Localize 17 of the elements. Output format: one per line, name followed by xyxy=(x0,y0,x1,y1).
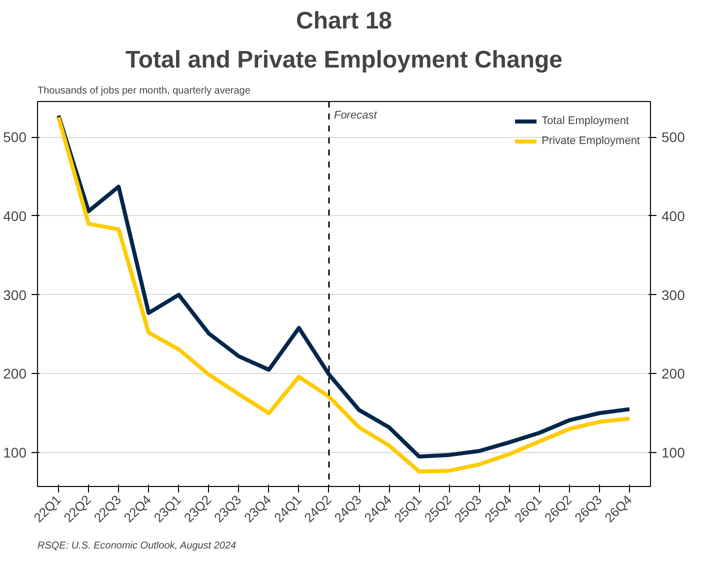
y-tick-label: 300 xyxy=(3,286,27,303)
y-tick-label: 100 xyxy=(3,444,27,461)
y2-tick-label: 400 xyxy=(662,208,686,224)
chart-title: Chart 18 xyxy=(296,8,392,34)
y2-tick-label: 100 xyxy=(662,444,686,461)
chart-subtitle: Total and Private Employment Change xyxy=(126,46,562,74)
y2-tick-label: 500 xyxy=(662,129,686,145)
y2-tick-label: 300 xyxy=(662,286,686,303)
legend-label: Total Employment xyxy=(542,115,629,127)
y-axis-title: Thousands of jobs per month, quarterly average xyxy=(38,86,251,96)
ref-line-label: Forecast xyxy=(334,110,378,122)
text: RSQE: U.S. Economic Outlook, August 2024 xyxy=(38,540,237,552)
y2-tick-label: 200 xyxy=(662,366,686,382)
legend-label: Private Employment xyxy=(542,135,640,147)
y-tick-label: 400 xyxy=(3,208,27,224)
y-tick-label: 500 xyxy=(3,129,27,145)
y-tick-label: 200 xyxy=(3,366,27,382)
